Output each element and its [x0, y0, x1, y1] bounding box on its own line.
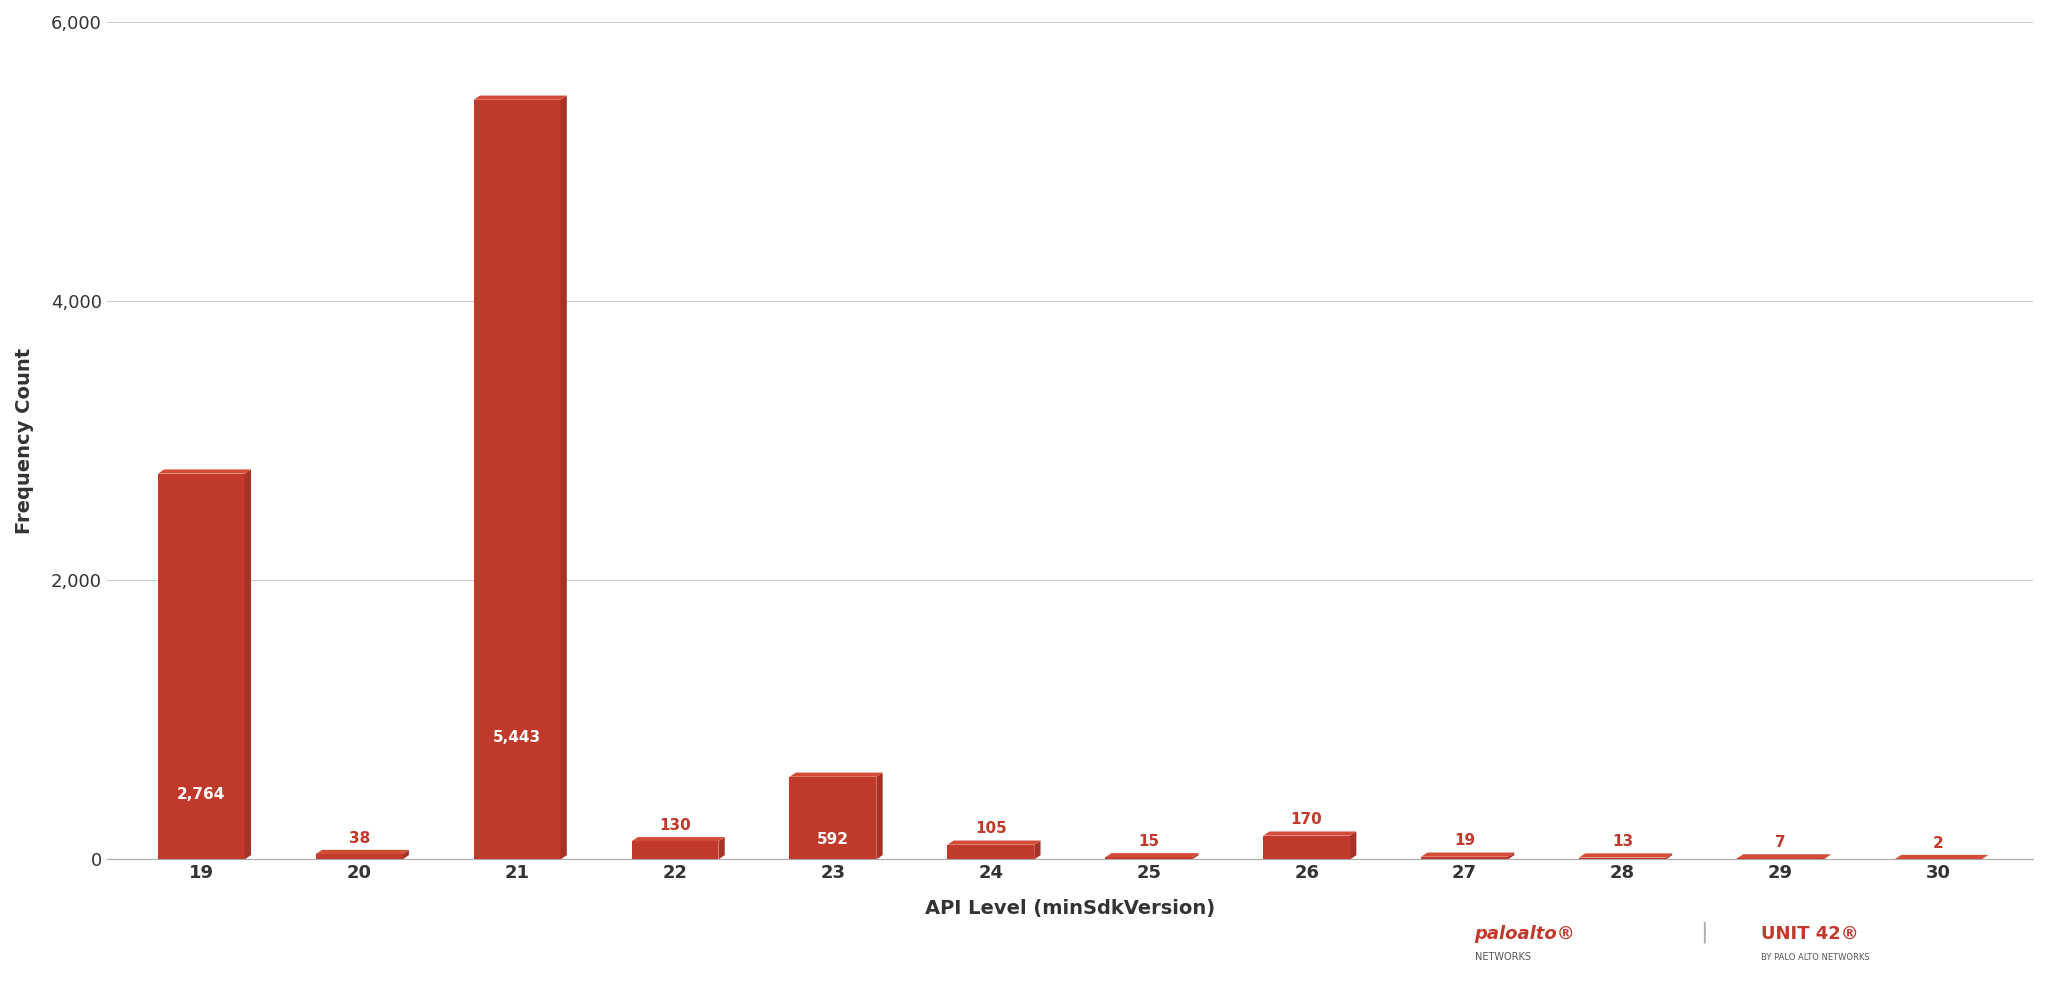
Polygon shape: [561, 95, 567, 859]
Text: 592: 592: [817, 832, 850, 847]
Text: 7: 7: [1776, 835, 1786, 850]
Polygon shape: [1264, 832, 1356, 836]
Text: 38: 38: [348, 831, 371, 846]
Text: 13: 13: [1612, 834, 1632, 849]
Text: 170: 170: [1290, 812, 1323, 827]
Text: |: |: [1700, 921, 1708, 943]
Text: 5,443: 5,443: [494, 731, 541, 745]
Polygon shape: [1894, 855, 1989, 859]
Text: 105: 105: [975, 821, 1008, 837]
Bar: [1579, 857, 1665, 859]
Polygon shape: [788, 773, 883, 777]
Polygon shape: [244, 469, 252, 859]
Polygon shape: [1106, 853, 1198, 857]
Text: UNIT 42®: UNIT 42®: [1761, 925, 1860, 943]
Bar: [1106, 857, 1192, 859]
Bar: [473, 100, 561, 859]
X-axis label: API Level (minSdkVersion): API Level (minSdkVersion): [926, 899, 1214, 918]
Text: 19: 19: [1454, 834, 1475, 848]
Polygon shape: [1350, 832, 1356, 859]
Polygon shape: [473, 95, 567, 100]
Bar: [788, 777, 877, 859]
Text: NETWORKS: NETWORKS: [1475, 953, 1530, 962]
Y-axis label: Frequency Count: Frequency Count: [14, 348, 35, 534]
Polygon shape: [1507, 852, 1513, 859]
Polygon shape: [1421, 852, 1513, 856]
Polygon shape: [1192, 853, 1198, 859]
Bar: [315, 854, 403, 859]
Polygon shape: [1982, 855, 1989, 859]
Polygon shape: [1825, 854, 1831, 859]
Polygon shape: [315, 849, 410, 854]
Bar: [1264, 836, 1350, 859]
Text: 2: 2: [1933, 836, 1944, 850]
Bar: [948, 845, 1034, 859]
Text: 2,764: 2,764: [176, 787, 225, 801]
Polygon shape: [631, 837, 725, 842]
Bar: [158, 473, 244, 859]
Text: BY PALO ALTO NETWORKS: BY PALO ALTO NETWORKS: [1761, 954, 1870, 962]
Polygon shape: [1737, 854, 1831, 858]
Text: 130: 130: [659, 818, 690, 833]
Polygon shape: [158, 469, 252, 473]
Polygon shape: [1034, 841, 1040, 859]
Polygon shape: [948, 841, 1040, 845]
Bar: [631, 842, 719, 859]
Polygon shape: [877, 773, 883, 859]
Polygon shape: [719, 837, 725, 859]
Text: 15: 15: [1139, 834, 1159, 848]
Text: paloalto®: paloalto®: [1475, 925, 1575, 943]
Polygon shape: [1665, 853, 1671, 859]
Bar: [1421, 856, 1507, 859]
Polygon shape: [1579, 853, 1671, 857]
Polygon shape: [403, 849, 410, 859]
